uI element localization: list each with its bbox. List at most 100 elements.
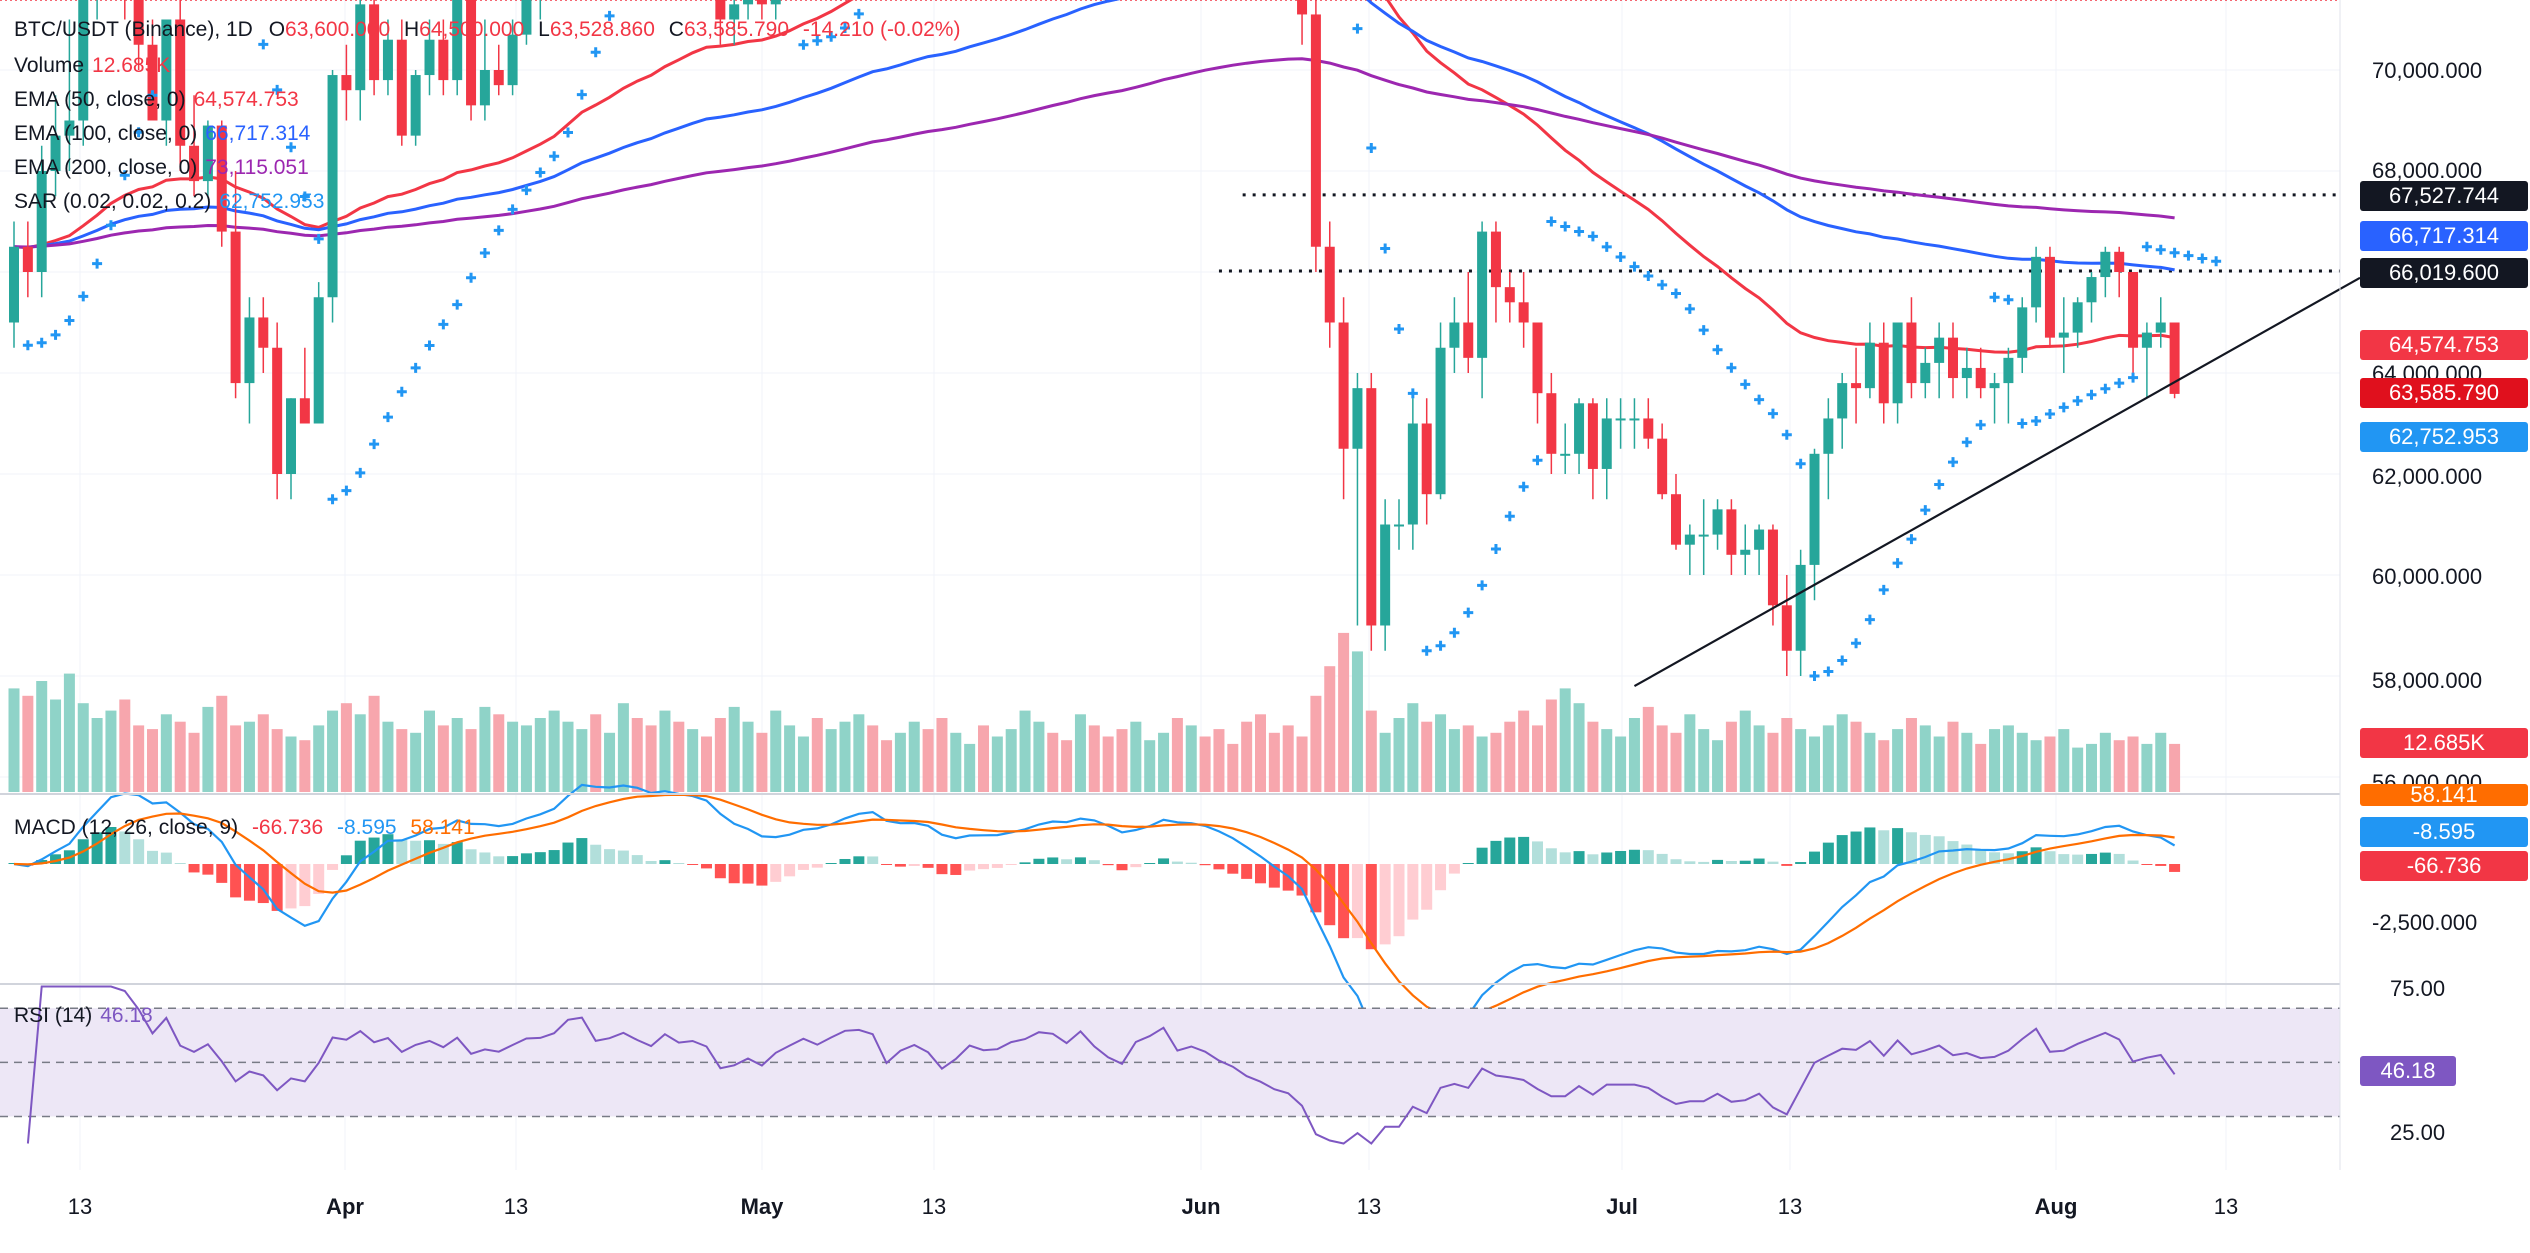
macd-histogram-bar bbox=[1850, 831, 1862, 864]
rsi-axis-label: 25.00 bbox=[2390, 1120, 2446, 1145]
macd-histogram-bar bbox=[91, 832, 103, 864]
sar-point bbox=[2058, 402, 2069, 413]
rsi-line bbox=[26, 985, 2176, 1145]
volume-bar bbox=[936, 718, 948, 792]
candle-body bbox=[479, 70, 490, 106]
volume-bar bbox=[285, 736, 297, 792]
volume-bar bbox=[1518, 710, 1530, 792]
candle-body bbox=[1948, 337, 1958, 379]
volume-bar bbox=[133, 725, 145, 792]
sar-points bbox=[22, 8, 2222, 681]
volume-bar bbox=[1961, 732, 1973, 792]
volume-bar bbox=[659, 710, 671, 792]
legend-volume[interactable]: Volume 12.685K bbox=[14, 50, 170, 82]
sar-point bbox=[410, 362, 421, 373]
time-axis-label: Jul bbox=[1606, 1194, 1638, 1219]
sar-label: SAR (0.02, 0.02, 0.2) bbox=[14, 190, 212, 213]
volume-bar bbox=[1545, 699, 1557, 792]
candle-body bbox=[1324, 246, 1335, 323]
sar-point bbox=[1449, 627, 1460, 638]
macd-histogram-bar bbox=[1310, 864, 1322, 913]
close-label: C bbox=[668, 18, 684, 41]
sar-point bbox=[2141, 241, 2152, 252]
macd-histogram-bar bbox=[2016, 851, 2028, 864]
volume-bar bbox=[22, 695, 34, 792]
volume-bar bbox=[1088, 725, 1100, 792]
volume-bar bbox=[797, 736, 809, 792]
candle-body bbox=[161, 19, 172, 121]
volume-bar bbox=[202, 706, 214, 792]
sar-point bbox=[1407, 388, 1418, 399]
sar-point bbox=[313, 233, 324, 244]
legend-ema100[interactable]: EMA (100, close, 0) 66,717.314 bbox=[14, 118, 310, 150]
candle-body bbox=[1781, 605, 1792, 651]
legend-ema200[interactable]: EMA (200, close, 0) 73,115.051 bbox=[14, 152, 309, 184]
macd-histogram-bar bbox=[1822, 842, 1834, 864]
candle-body bbox=[147, 44, 158, 121]
volume-bar bbox=[1351, 651, 1363, 792]
volume-bar bbox=[299, 740, 311, 792]
candle-body bbox=[2058, 332, 2069, 338]
sar-point bbox=[1920, 505, 1931, 516]
volume-bar bbox=[396, 729, 408, 792]
candle-body bbox=[438, 39, 449, 81]
volume-bar bbox=[1476, 736, 1488, 792]
legend-ema50[interactable]: EMA (50, close, 0) 64,574.753 bbox=[14, 84, 299, 116]
legend-rsi[interactable]: RSI (14) 46.18 bbox=[14, 1000, 153, 1032]
volume-bar bbox=[1725, 721, 1737, 792]
price-axis-label: 62,000.000 bbox=[2372, 464, 2483, 489]
candle-body bbox=[2169, 322, 2180, 394]
volume-bar bbox=[978, 725, 989, 792]
candle-body bbox=[1574, 403, 1585, 454]
sar-point bbox=[1560, 221, 1571, 232]
candle-body bbox=[382, 39, 393, 81]
symbol-label[interactable]: BTC/USDT (Binance), 1D bbox=[14, 18, 253, 41]
sar-point bbox=[604, 10, 615, 21]
sar-point bbox=[105, 220, 116, 231]
sar-point bbox=[1380, 243, 1391, 254]
volume-bar bbox=[908, 721, 920, 792]
ema50-value: 64,574.753 bbox=[193, 88, 299, 111]
macd-histogram-bar bbox=[1587, 854, 1599, 864]
sar-point bbox=[147, 90, 158, 101]
volume-bar bbox=[1684, 714, 1696, 792]
candle-body bbox=[2072, 302, 2083, 333]
macd-histogram-bar bbox=[216, 864, 228, 883]
sar-point bbox=[1601, 241, 1612, 252]
volume-bar bbox=[714, 718, 726, 792]
candles bbox=[9, 0, 2180, 676]
macd-histogram-bar bbox=[1448, 864, 1460, 874]
candle-body bbox=[1740, 549, 1751, 555]
sar-point bbox=[1684, 303, 1695, 314]
sar-point bbox=[258, 39, 269, 50]
macd-tag: -8.595 bbox=[2360, 817, 2528, 847]
candle-body bbox=[1864, 342, 1875, 389]
sar-point bbox=[1740, 379, 1751, 390]
candle-body bbox=[1490, 231, 1501, 288]
macd-histogram-bar bbox=[797, 864, 809, 870]
macd-histogram-bar bbox=[631, 855, 643, 864]
macd-histogram-bar bbox=[451, 842, 463, 864]
macd-histogram-bar bbox=[2113, 853, 2125, 864]
candle-body bbox=[1934, 337, 1945, 363]
macd-histogram-bar bbox=[1338, 864, 1350, 939]
sar-point bbox=[1837, 655, 1848, 666]
volume-bar bbox=[243, 721, 255, 792]
candle-body bbox=[1975, 367, 1986, 389]
macd-histogram-bar bbox=[853, 856, 865, 864]
volume-bar bbox=[1767, 732, 1779, 792]
legend-macd[interactable]: MACD (12, 26, close, 9) -66.736 -8.595 5… bbox=[14, 812, 475, 844]
macd-histogram-bar bbox=[659, 860, 671, 864]
sar-point bbox=[1864, 614, 1875, 625]
candle-body bbox=[175, 19, 186, 146]
ema100-value: 66,717.314 bbox=[205, 122, 311, 145]
volume-bar bbox=[1227, 743, 1239, 792]
sar-point bbox=[1421, 645, 1432, 656]
volume-bar bbox=[1975, 743, 1987, 792]
legend-sar[interactable]: SAR (0.02, 0.02, 0.2) 62,752.953 bbox=[14, 186, 324, 218]
macd-histogram-bar bbox=[1545, 848, 1557, 864]
macd-histogram-bar bbox=[1753, 858, 1765, 864]
volume-bar bbox=[1712, 740, 1724, 792]
sar-point bbox=[535, 167, 546, 178]
